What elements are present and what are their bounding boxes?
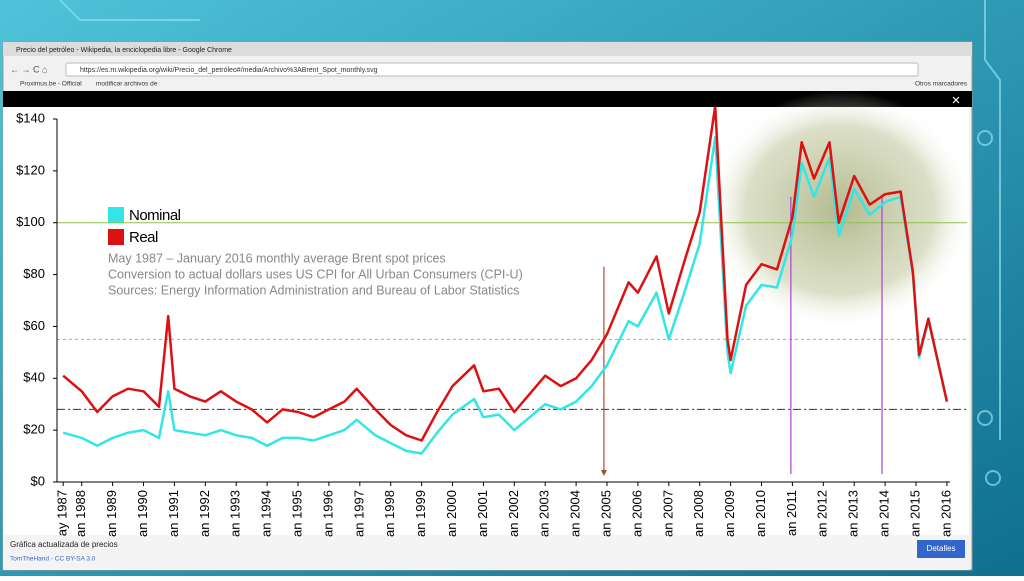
x-tick-label: an 2013 <box>846 490 861 537</box>
legend: Nominal Real <box>108 207 181 246</box>
x-tick-label: an 2000 <box>444 490 459 537</box>
series-line <box>62 107 949 442</box>
x-tick-label: an 1997 <box>351 490 366 537</box>
series-line <box>62 135 949 455</box>
x-tick-label: an 2002 <box>506 490 521 537</box>
x-tick-label: ay 1987 <box>55 490 70 536</box>
y-tick-label: $20 <box>23 422 45 437</box>
x-tick-label: an 1994 <box>259 490 274 537</box>
x-tick-label: an 1993 <box>228 490 243 537</box>
x-tick-label: an 1991 <box>166 490 181 537</box>
x-tick-label: an 2008 <box>691 490 706 537</box>
caption-bar <box>3 535 969 570</box>
x-tick-label: an 2007 <box>660 490 675 537</box>
legend-label: Nominal <box>129 207 181 224</box>
y-tick-label: $80 <box>23 266 45 281</box>
title-bar <box>3 42 972 56</box>
x-tick-label: an 2009 <box>722 490 737 537</box>
bookmark[interactable]: modificar archivos de <box>96 81 158 88</box>
y-tick-label: $100 <box>16 214 45 229</box>
x-tick-label: an 1988 <box>73 490 88 537</box>
legend-swatch <box>108 207 124 223</box>
annotation: Conversion to actual dollars uses US CPI… <box>108 267 523 281</box>
x-tick-label: an 1990 <box>135 490 150 537</box>
legend-swatch <box>108 229 124 245</box>
y-tick-label: $140 <box>16 110 45 125</box>
x-tick-label: an 2016 <box>938 490 953 537</box>
annotation: May 1987 – January 2016 monthly average … <box>108 251 446 265</box>
circuit-decor <box>59 0 1001 486</box>
x-tick-label: an 2014 <box>877 490 892 537</box>
x-tick-label: an 1999 <box>413 490 428 537</box>
x-tick-label: an 2003 <box>537 490 552 537</box>
x-tick-label: an 2005 <box>598 490 613 537</box>
window-title: Precio del petróleo - Wikipedia, la enci… <box>16 47 232 54</box>
legend-label: Real <box>129 229 158 246</box>
url[interactable]: https://es.m.wikipedia.org/wiki/Precio_d… <box>80 67 378 74</box>
details-label[interactable]: Detalles <box>927 544 956 553</box>
x-tick-label: an 2004 <box>568 490 583 537</box>
x-tick-label: an 2001 <box>475 490 490 537</box>
x-tick-label: an 2011 <box>784 490 799 536</box>
caption-title: Gráfica actualizada de precios <box>10 540 118 549</box>
caption-credit[interactable]: TomTheHand - CC BY-SA 3.0 <box>10 556 96 563</box>
annotation: Sources: Energy Information Administrati… <box>108 283 519 297</box>
details-button[interactable] <box>917 540 965 558</box>
y-tick-label: $120 <box>16 162 45 177</box>
close-button[interactable]: × <box>952 92 961 109</box>
x-tick-label: an 1995 <box>289 490 304 537</box>
plot <box>57 107 967 476</box>
x-tick-label: an 1996 <box>320 490 335 537</box>
arrow-head <box>600 470 607 476</box>
x-tick-label: an 1998 <box>382 490 397 537</box>
y-tick-label: $60 <box>23 318 45 333</box>
x-tick-label: an 2012 <box>815 490 830 537</box>
viewer-bar <box>3 91 972 107</box>
y-tick-label: $40 <box>23 370 45 385</box>
x-tick-label: an 2010 <box>753 490 768 537</box>
highlight-glow <box>705 90 975 330</box>
bookmark[interactable]: Otros marcadores <box>915 81 968 88</box>
x-tick-label: an 2015 <box>907 490 922 537</box>
x-tick-label: an 2006 <box>629 490 644 537</box>
x-tick-label: an 1989 <box>104 490 119 537</box>
bookmark[interactable]: Proximus.be - Official <box>20 81 82 88</box>
address-bar[interactable] <box>65 62 919 77</box>
y-tick-label: $0 <box>31 473 45 488</box>
nav-buttons[interactable]: ← → C ⌂ <box>10 64 47 74</box>
x-tick-label: an 1992 <box>197 490 212 537</box>
